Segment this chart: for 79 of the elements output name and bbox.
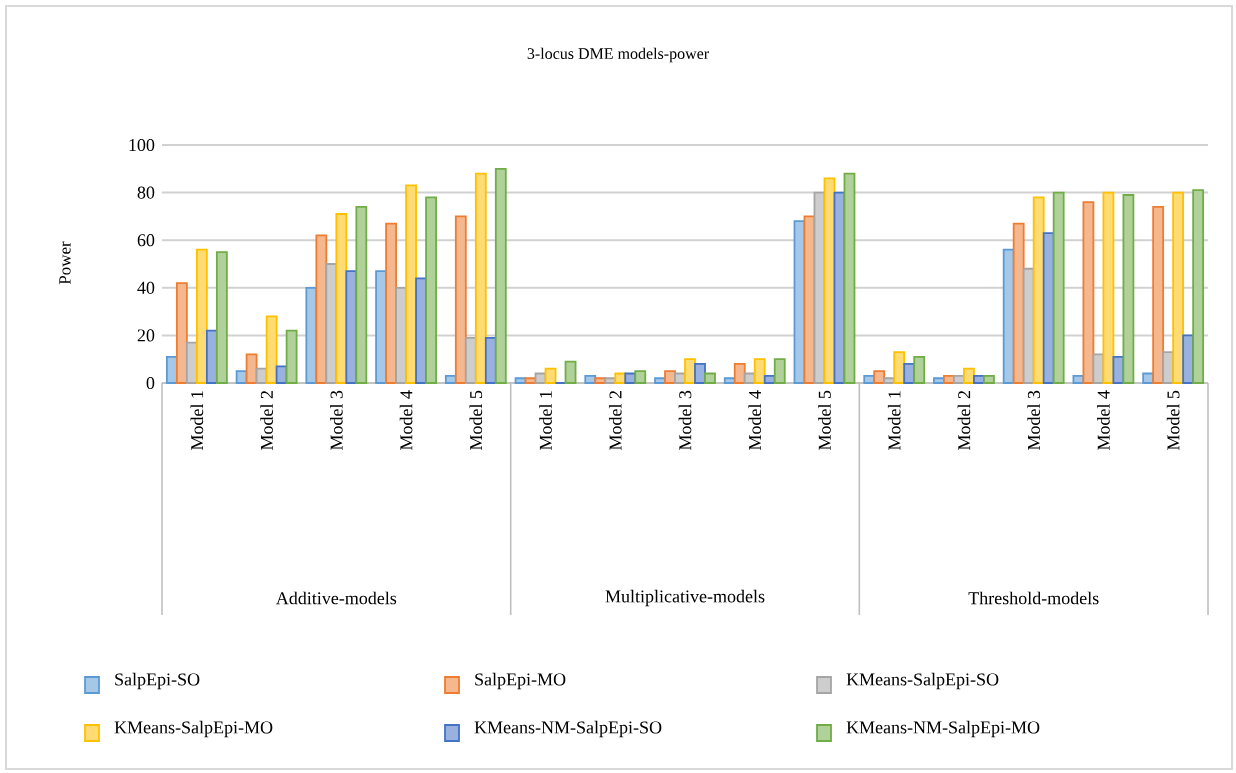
bar <box>704 372 716 384</box>
bar <box>913 355 926 384</box>
x-tick-label: Model 3 <box>1027 390 1041 451</box>
bar <box>355 205 368 384</box>
bar <box>873 370 886 384</box>
y-tick-label: 100 <box>129 138 155 152</box>
bar <box>524 377 537 384</box>
x-tick-label: Model 2 <box>957 391 971 451</box>
text: Multiplicative-models <box>605 589 765 607</box>
x-tick-label: Model 4 <box>399 390 413 451</box>
bar <box>1012 222 1025 384</box>
bar <box>594 377 607 384</box>
bar <box>1172 191 1185 384</box>
bar <box>1102 191 1115 384</box>
bar <box>963 367 975 384</box>
bar <box>175 282 188 384</box>
legend-label: KMeans-SalpEpi-MO <box>114 720 273 738</box>
x-tick-label: Model 1 <box>539 391 552 451</box>
text: Additive-models <box>276 591 397 605</box>
x-tick-label: Model 1 <box>887 391 901 451</box>
bar <box>843 172 856 384</box>
bar <box>753 358 766 384</box>
bar <box>604 377 617 384</box>
x-tick-label: Model 4 <box>748 390 762 451</box>
y-tick-label: 80 <box>137 186 155 199</box>
legend-label: KMeans-SalpEpi-SO <box>846 672 999 690</box>
x-tick-label: Model 5 <box>818 390 831 451</box>
legend-label: SalpEpi-SO <box>115 672 200 690</box>
bar <box>474 172 487 384</box>
bar <box>1152 205 1165 384</box>
bar <box>425 196 437 384</box>
chart-title: 3-locus DME models-power <box>527 47 709 63</box>
x-tick-label: Model 5 <box>469 390 483 451</box>
y-tick-label: 20 <box>137 329 155 342</box>
bar <box>983 374 995 384</box>
y-axis-title: Power <box>59 241 71 285</box>
bar <box>195 248 208 384</box>
bar <box>723 377 736 384</box>
bar <box>285 329 298 384</box>
bar <box>564 360 577 384</box>
bar <box>454 215 467 384</box>
y-tick-label: 0 <box>146 376 155 390</box>
bar <box>245 353 258 384</box>
bar <box>664 370 676 384</box>
x-tick-label: Model 2 <box>608 391 622 451</box>
bar <box>1122 194 1135 384</box>
bar <box>694 363 706 384</box>
bar <box>215 251 228 384</box>
x-tick-label: Model 1 <box>190 391 204 451</box>
x-tick-label: Model 4 <box>1097 390 1110 451</box>
bar <box>584 374 597 384</box>
legend-label: KMeans-NM-SalpEpi-SO <box>474 720 662 738</box>
y-tick-label: 60 <box>137 234 155 247</box>
text: Threshold-models <box>968 591 1099 605</box>
bar <box>385 222 397 384</box>
bar <box>544 367 557 384</box>
bar <box>1192 189 1205 384</box>
bar <box>684 358 696 384</box>
bar <box>265 315 278 384</box>
x-tick-label: Model 5 <box>1166 390 1180 451</box>
legend-label: KMeans-NM-SalpEpi-MO <box>846 720 1040 738</box>
bar <box>733 363 746 384</box>
bar <box>514 377 527 384</box>
bar <box>933 377 945 384</box>
y-tick-label: 40 <box>137 281 155 294</box>
legend-label: SalpEpi-MO <box>475 672 566 690</box>
x-tick-label: Model 3 <box>678 390 692 451</box>
bar <box>654 377 666 384</box>
bar <box>494 167 507 384</box>
bar <box>405 184 417 384</box>
bar <box>634 370 647 384</box>
bar <box>1052 191 1065 384</box>
bar <box>1082 201 1095 384</box>
bar <box>883 377 896 384</box>
bar <box>335 213 348 384</box>
bar <box>773 358 786 384</box>
x-tick-label: Model 3 <box>330 390 343 451</box>
x-tick-label: Model 2 <box>260 391 273 451</box>
bar <box>893 351 906 384</box>
